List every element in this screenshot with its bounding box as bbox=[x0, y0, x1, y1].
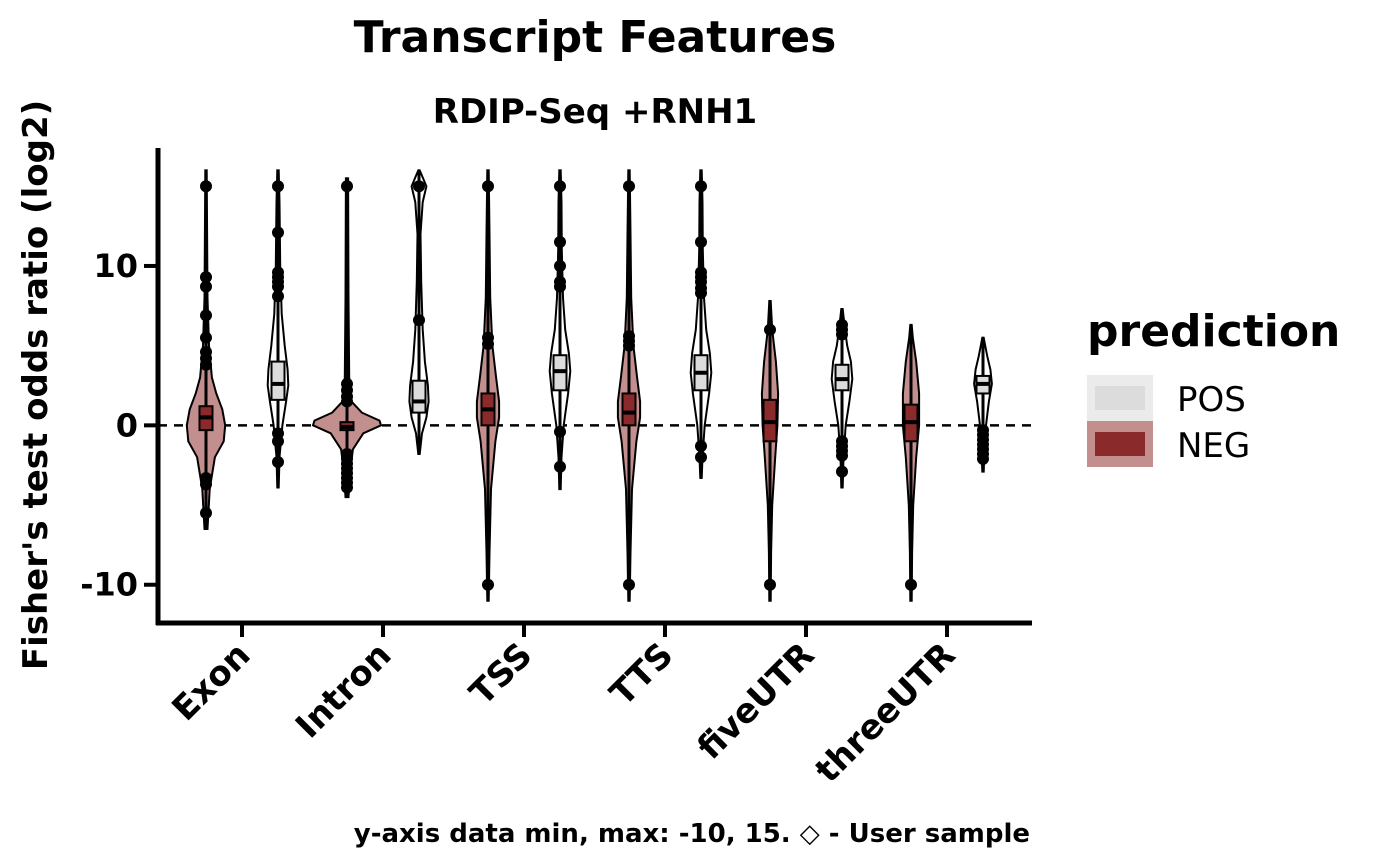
outlier-neg-exon-1 bbox=[200, 271, 212, 284]
outlier-pos-tss-4 bbox=[554, 280, 566, 293]
outlier-pos-exon-6 bbox=[272, 290, 284, 303]
outlier-pos-tts-1 bbox=[695, 236, 707, 249]
outlier-pos-fiveutr-2 bbox=[836, 328, 848, 341]
outlier-pos-tss-6 bbox=[554, 460, 566, 473]
outlier-neg-threeutr-0 bbox=[905, 578, 917, 591]
outlier-pos-exon-8 bbox=[272, 435, 284, 448]
y-tick-label--10: -10 bbox=[80, 566, 138, 604]
caption: y-axis data min, max: -10, 15. ◇ - User … bbox=[354, 819, 1030, 849]
outlier-neg-exon-4 bbox=[200, 331, 212, 344]
outlier-pos-tss-1 bbox=[554, 236, 566, 249]
outlier-neg-exon-2 bbox=[200, 280, 212, 293]
box-pos-intron bbox=[411, 379, 427, 414]
legend-title: prediction bbox=[1087, 306, 1340, 357]
legend-swatch-neg bbox=[1095, 432, 1145, 456]
outlier-pos-threeutr-6 bbox=[977, 452, 989, 465]
x-tick-label-tts: TTS bbox=[602, 635, 681, 714]
outlier-neg-exon-3 bbox=[200, 309, 212, 322]
outlier-pos-intron-0 bbox=[413, 180, 425, 193]
outlier-pos-exon-9 bbox=[272, 456, 284, 469]
outlier-neg-intron-12 bbox=[341, 481, 353, 494]
outlier-neg-tss-3 bbox=[482, 578, 494, 591]
x-tick-label-fiveutr: fiveUTR bbox=[690, 635, 823, 768]
x-tick-label-tss: TSS bbox=[462, 635, 540, 713]
outlier-pos-exon-1 bbox=[272, 226, 284, 239]
legend-label-pos: POS bbox=[1177, 380, 1246, 420]
legend-swatch-pos bbox=[1095, 386, 1145, 410]
outlier-pos-exon-0 bbox=[272, 180, 284, 193]
outlier-neg-tts-0 bbox=[623, 180, 635, 193]
outlier-neg-tts-4 bbox=[623, 578, 635, 591]
outlier-neg-tss-2 bbox=[482, 338, 494, 351]
legend: prediction POS NEG bbox=[1087, 306, 1340, 467]
outlier-pos-tts-6 bbox=[695, 287, 707, 300]
chart-subtitle: RDIP-Seq +RNH1 bbox=[433, 92, 757, 132]
outlier-pos-tts-8 bbox=[695, 451, 707, 464]
outlier-neg-intron-0 bbox=[341, 180, 353, 193]
outlier-neg-fiveutr-0 bbox=[764, 323, 776, 336]
outlier-pos-tts-0 bbox=[695, 180, 707, 193]
outlier-neg-exon-9 bbox=[200, 478, 212, 491]
outlier-neg-intron-4 bbox=[341, 395, 353, 408]
outlier-pos-fiveutr-6 bbox=[836, 449, 848, 462]
legend-label-neg: NEG bbox=[1177, 426, 1250, 466]
outlier-neg-tts-3 bbox=[623, 339, 635, 352]
outlier-pos-tts-7 bbox=[695, 440, 707, 453]
outlier-pos-tss-2 bbox=[554, 259, 566, 272]
x-tick-label-threeutr: threeUTR bbox=[808, 635, 964, 791]
outlier-pos-fiveutr-7 bbox=[836, 465, 848, 478]
outlier-neg-fiveutr-1 bbox=[764, 578, 776, 591]
chart-title: Transcript Features bbox=[354, 12, 837, 63]
outlier-neg-exon-0 bbox=[200, 180, 212, 193]
outlier-pos-exon-5 bbox=[272, 280, 284, 293]
y-tick-label-10: 10 bbox=[93, 247, 138, 285]
y-tick-label-0: 0 bbox=[116, 406, 138, 444]
x-tick-label-intron: Intron bbox=[288, 635, 399, 746]
box-neg-tts bbox=[621, 392, 637, 427]
outlier-neg-tss-0 bbox=[482, 180, 494, 193]
plot-area bbox=[158, 169, 1032, 602]
outlier-pos-intron-1 bbox=[413, 314, 425, 327]
outlier-neg-exon-7 bbox=[200, 358, 212, 371]
outlier-pos-tss-0 bbox=[554, 180, 566, 193]
x-tick-label-exon: Exon bbox=[165, 635, 259, 729]
outlier-neg-exon-10 bbox=[200, 507, 212, 520]
outlier-pos-tss-5 bbox=[554, 425, 566, 438]
y-axis-label: Fisher's test odds ratio (log2) bbox=[16, 100, 56, 670]
box-pos-exon bbox=[270, 360, 286, 401]
